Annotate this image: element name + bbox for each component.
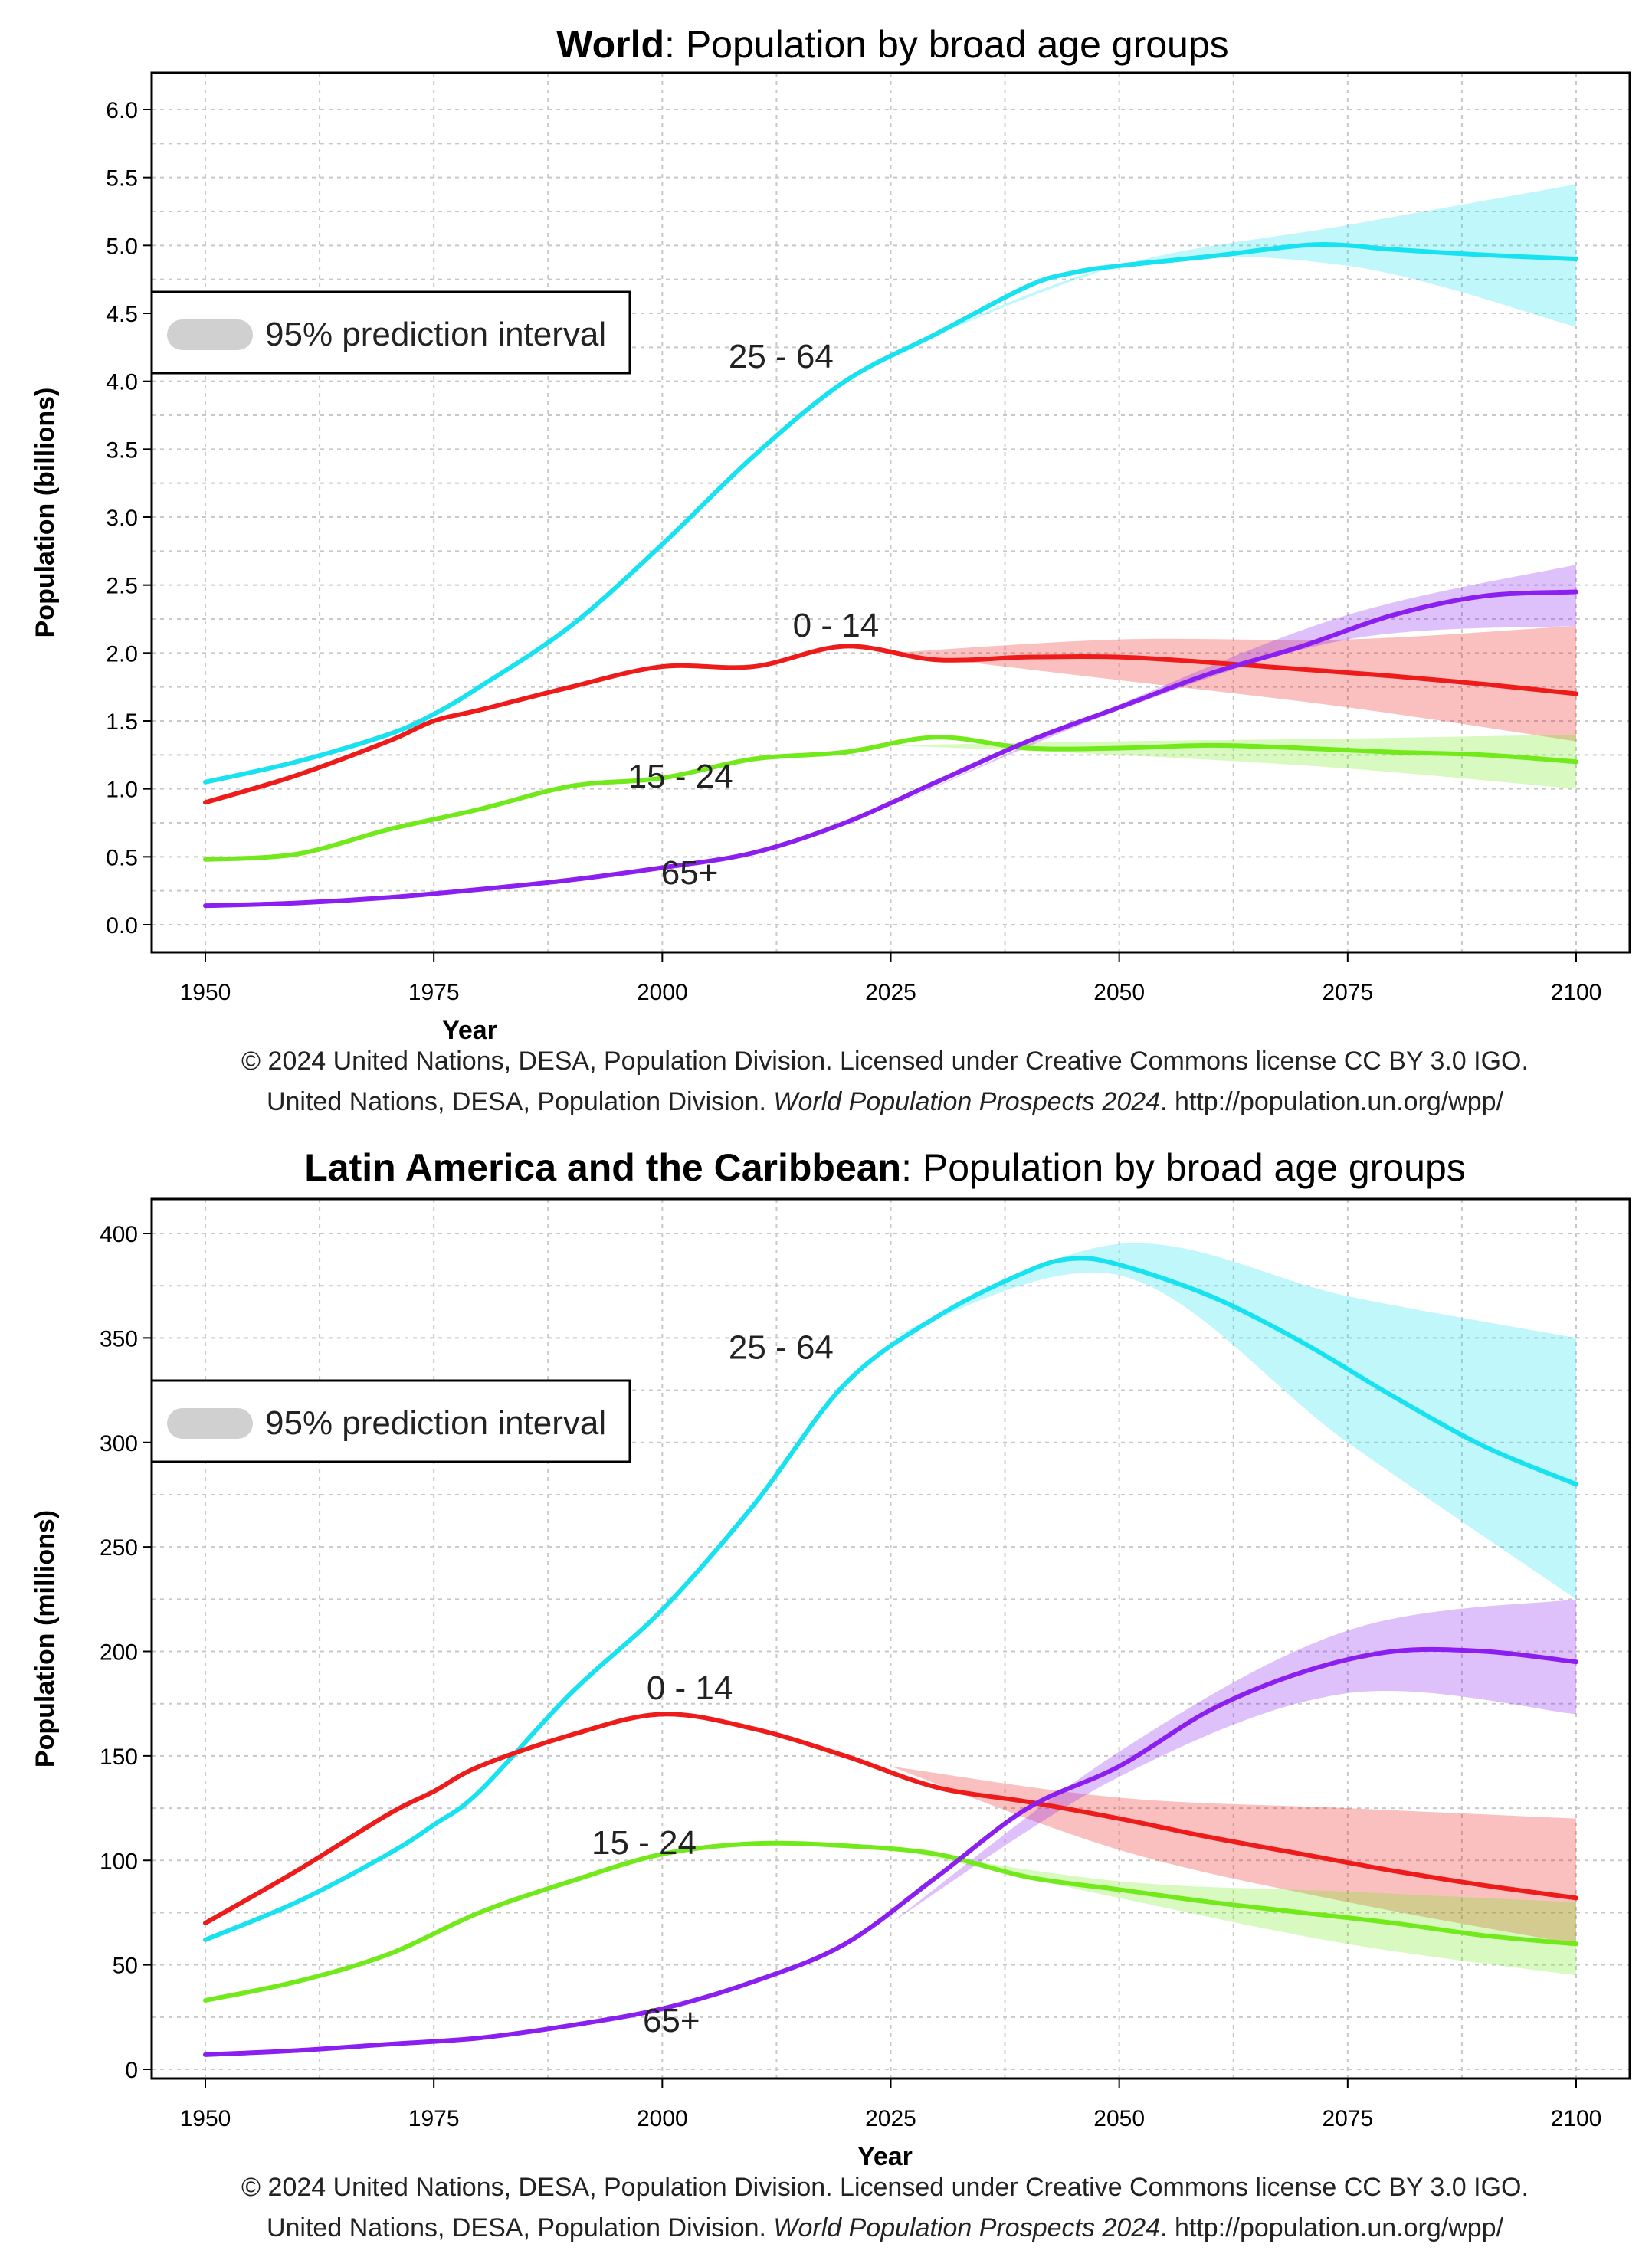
y-ticks: 0.0 0.5 1.0 1.5 2.0 2.5 3.0 3.5 4.0 4.5 5.0 5.5 6.0 (106, 98, 152, 939)
x-tick-label: 1975 (408, 980, 460, 1005)
interval-band-65- (890, 1599, 1576, 1924)
x-tick-label: 2100 (1551, 980, 1602, 1005)
y-tick-label: 5.0 (106, 234, 138, 259)
citation-url: . http://population.un.org/wpp/ (1160, 1087, 1504, 1116)
citation: United Nations, DESA, Population Divisio… (267, 1087, 1504, 1116)
y-tick-label: 2.5 (106, 574, 138, 599)
citation-pre: United Nations, DESA, Population Divisio… (267, 2213, 773, 2242)
chart-world: World: Population by broad age groups 0.… (31, 23, 1631, 1116)
series-line-15-24 (203, 735, 1578, 862)
interval-band-25-64 (890, 184, 1576, 355)
legend: 95% prediction interval (150, 1379, 631, 1463)
x-tick-label: 2025 (865, 2106, 916, 2131)
y-ticks: 0 50 100 150 200 250 300 350 400 (100, 1222, 152, 2083)
x-ticks: 1950 1975 2000 2025 2050 2075 2100 (180, 2079, 1602, 2131)
x-tick-label: 2000 (637, 980, 688, 1005)
series-label: 25 - 64 (729, 1329, 834, 1367)
legend-swatch (167, 319, 253, 350)
chart-title-rest: : Population by broad age groups (664, 23, 1229, 66)
x-tick-label: 2025 (865, 980, 916, 1005)
series-line-0-14 (203, 644, 1578, 805)
interval-band-65- (890, 565, 1576, 807)
y-tick-label: 6.0 (106, 98, 138, 123)
x-tick-label: 2075 (1322, 2106, 1373, 2131)
x-tick-label: 2100 (1551, 2106, 1602, 2131)
x-tick-label: 1975 (408, 2106, 460, 2131)
chart-title: World: Population by broad age groups (556, 23, 1228, 66)
gridlines (152, 73, 1630, 952)
y-axis-label: Population (billions) (31, 388, 60, 638)
citation-url: . http://population.un.org/wpp/ (1160, 2213, 1504, 2242)
y-tick-label: 150 (100, 1744, 138, 1770)
legend-label: 95% prediction interval (265, 316, 606, 353)
x-tick-label: 2075 (1322, 980, 1373, 1005)
citation-title: World Population Prospects 2024 (773, 1087, 1160, 1116)
series-label: 0 - 14 (647, 1669, 733, 1707)
x-tick-label: 2050 (1093, 980, 1145, 1005)
y-tick-label: 350 (100, 1326, 138, 1351)
y-axis-label: Population (millions) (31, 1510, 60, 1767)
y-tick-label: 100 (100, 1849, 138, 1874)
y-tick-label: 0.0 (106, 913, 138, 939)
series-label: 15 - 24 (592, 1824, 697, 1862)
y-tick-label: 2.0 (106, 641, 138, 667)
y-tick-label: 200 (100, 1640, 138, 1666)
chart-title-rest: : Population by broad age groups (901, 1146, 1466, 1189)
interval-band-25-64 (890, 1243, 1576, 1600)
series-label: 65+ (661, 854, 719, 892)
series-label: 65+ (643, 2002, 700, 2039)
x-axis-label: Year (857, 2142, 913, 2171)
x-tick-label: 1950 (180, 980, 231, 1005)
series-labels: 25 - 64 0 - 14 15 - 24 65+ (592, 1329, 834, 2039)
x-axis-label: Year (442, 1016, 497, 1045)
y-tick-label: 5.5 (106, 166, 138, 192)
copyright-notice: © 2024 United Nations, DESA, Population … (241, 2173, 1529, 2202)
y-tick-label: 1.0 (106, 778, 138, 803)
y-tick-label: 1.5 (106, 709, 138, 735)
series-line-25-64 (203, 1256, 1578, 1942)
series-label: 0 - 14 (793, 607, 880, 644)
x-tick-label: 2050 (1093, 2106, 1145, 2131)
y-tick-label: 3.0 (106, 506, 138, 531)
y-tick-label: 3.5 (106, 437, 138, 463)
x-ticks: 1950 1975 2000 2025 2050 2075 2100 (180, 952, 1602, 1005)
y-tick-label: 0.5 (106, 845, 138, 870)
chart-title-bold: World (556, 23, 664, 66)
legend-swatch (167, 1408, 253, 1439)
x-tick-label: 1950 (180, 2106, 231, 2131)
series-labels: 25 - 64 0 - 14 15 - 24 65+ (628, 338, 880, 892)
series-label: 15 - 24 (628, 758, 733, 795)
y-tick-label: 0 (125, 2058, 138, 2083)
y-tick-label: 400 (100, 1222, 138, 1247)
y-tick-label: 4.0 (106, 370, 138, 395)
series-label: 25 - 64 (729, 338, 834, 375)
series-line-15-24 (203, 1840, 1578, 2003)
x-tick-label: 2000 (637, 2106, 688, 2131)
citation-title: World Population Prospects 2024 (773, 2213, 1160, 2242)
y-tick-label: 250 (100, 1535, 138, 1561)
series-line-65- (203, 589, 1578, 909)
chart-latin-america: Latin America and the Caribbean: Populat… (31, 1146, 1631, 2242)
y-tick-label: 50 (113, 1954, 138, 1979)
interval-band-0-14 (890, 1766, 1576, 1944)
citation: United Nations, DESA, Population Divisio… (267, 2213, 1504, 2242)
y-tick-label: 300 (100, 1431, 138, 1456)
chart-title: Latin America and the Caribbean: Populat… (304, 1146, 1466, 1189)
intervals (890, 1243, 1576, 1976)
series-line-65- (203, 1646, 1578, 2057)
series-lines (203, 242, 1578, 909)
y-tick-label: 4.5 (106, 302, 138, 327)
copyright-notice: © 2024 United Nations, DESA, Population … (241, 1047, 1529, 1076)
legend-label: 95% prediction interval (265, 1404, 606, 1442)
series-lines (203, 1256, 1578, 2057)
series-line-25-64 (203, 242, 1578, 785)
legend: 95% prediction interval (150, 290, 631, 375)
chart-title-bold: Latin America and the Caribbean (304, 1146, 901, 1189)
series-line-0-14 (203, 1712, 1578, 1926)
citation-pre: United Nations, DESA, Population Divisio… (267, 1087, 773, 1116)
interval-band-15-24 (890, 1847, 1576, 1976)
